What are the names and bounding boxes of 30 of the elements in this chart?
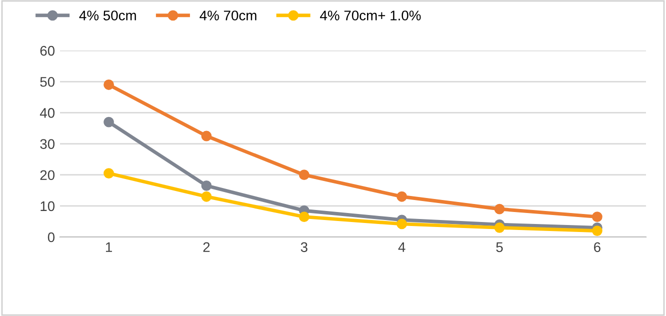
point [201, 180, 212, 191]
x-tick-label: 5 [496, 242, 503, 252]
y-tick-label: 20 [40, 170, 55, 180]
legend-label: 4% 50cm [79, 10, 136, 20]
point [396, 191, 408, 202]
x-tick-label: 6 [594, 242, 600, 252]
point [592, 226, 602, 236]
point [104, 80, 114, 90]
point [104, 168, 114, 179]
legend-label: 4% 70cm [200, 10, 256, 20]
y-tick-label: 10 [40, 201, 55, 212]
legend-label: 4% 70cm+ 1.0% [320, 10, 421, 20]
point [298, 170, 310, 180]
x-tick-label: 2 [203, 242, 210, 252]
y-tick-label: 0 [48, 232, 55, 242]
y-tick-label: 30 [40, 139, 55, 149]
point [298, 212, 310, 222]
x-tick-label: 1 [106, 242, 112, 252]
point [494, 222, 505, 233]
y-tick-label: 60 [40, 46, 55, 56]
point [494, 204, 505, 214]
x-tick-label: 3 [300, 242, 308, 252]
point [201, 130, 212, 142]
point [104, 116, 114, 128]
y-tick-label: 40 [40, 108, 55, 118]
point [592, 212, 602, 222]
y-tick-label: 50 [40, 76, 55, 87]
point [201, 191, 212, 202]
x-tick-label: 4 [398, 242, 406, 252]
point [396, 218, 408, 230]
